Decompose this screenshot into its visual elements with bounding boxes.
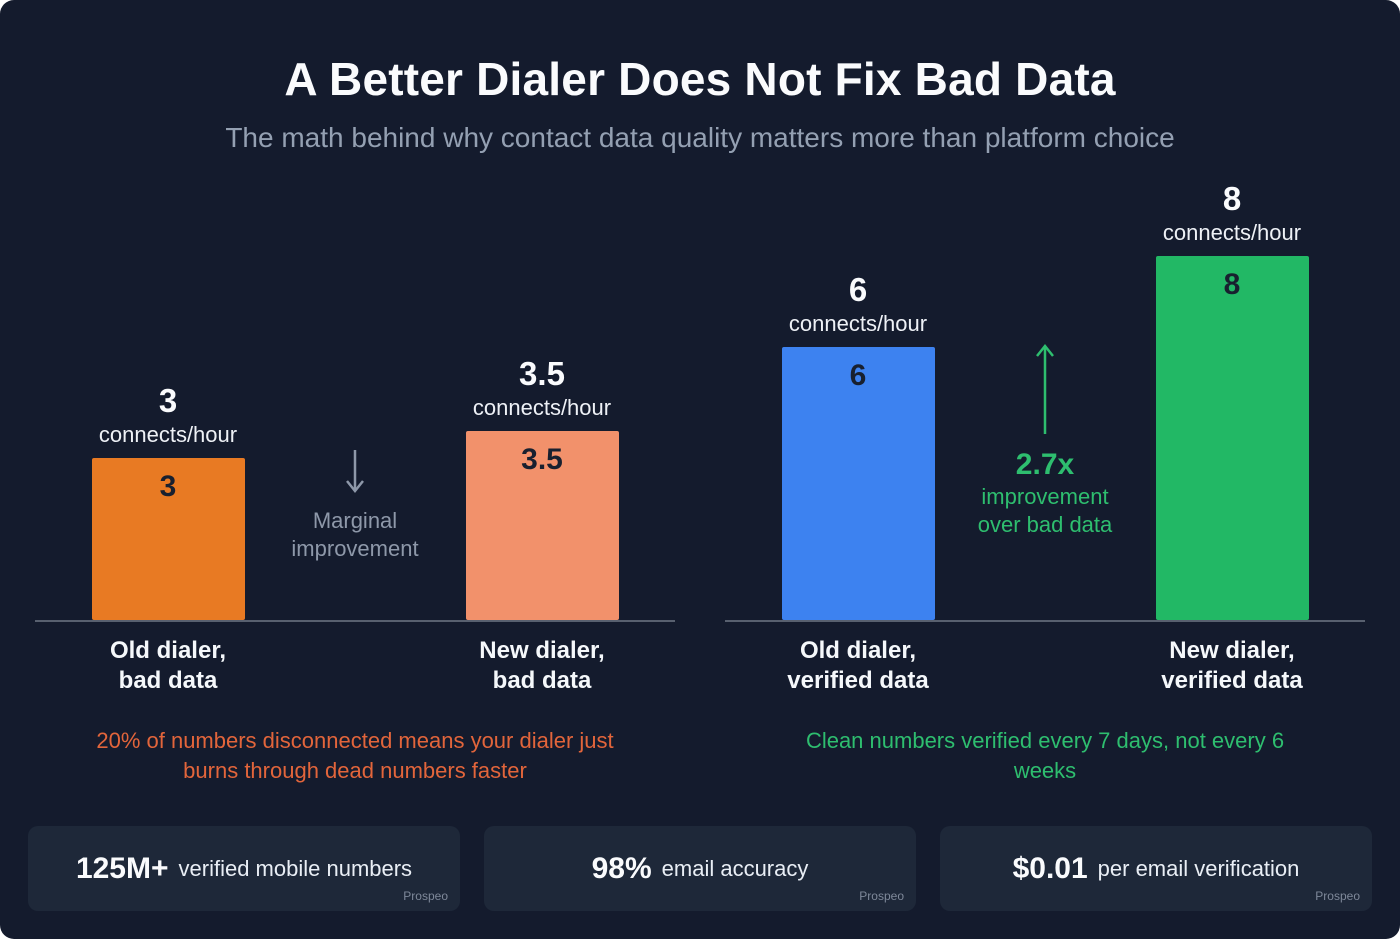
bar-column-old-dialer-verified-data: 6 connects/hour 6 <box>753 271 963 620</box>
category-new-dialer-verified-data: New dialer, verified data <box>1127 636 1337 696</box>
category-new-dialer-bad-data: New dialer, bad data <box>437 636 647 696</box>
bar-unit-label: connects/hour <box>788 311 928 336</box>
stat-label: per email verification <box>1097 855 1300 881</box>
charts-area: 3 connects/hour 3 Marginal improvement <box>0 180 1400 785</box>
category-line-2: verified data <box>787 667 929 694</box>
bar-value-label: 8 <box>1222 180 1242 217</box>
bars-row-bad-data: 3 connects/hour 3 Marginal improvement <box>35 189 675 622</box>
stat-source: Prospeo <box>1315 889 1360 903</box>
category-line-1: Old dialer, <box>799 637 917 664</box>
stat-label: email accuracy <box>661 855 809 881</box>
bar-inner-value: 8 <box>1223 268 1241 301</box>
category-line-2: bad data <box>492 667 592 694</box>
bar-unit-label: connects/hour <box>472 395 612 420</box>
bar-unit-label: connects/hour <box>98 422 238 447</box>
annotation-line-2: over bad data <box>977 512 1113 538</box>
bar-value-label: 6 <box>848 271 868 308</box>
annotation-line-2: improvement <box>291 536 419 562</box>
annotation-line-1: improvement <box>981 483 1109 509</box>
stat-value: 125M+ <box>75 851 169 885</box>
chart-group-bad-data: 3 connects/hour 3 Marginal improvement <box>35 189 675 785</box>
bar-column-new-dialer-verified-data: 8 connects/hour 8 <box>1127 180 1337 620</box>
stat-label: verified mobile numbers <box>178 855 413 881</box>
bar-value-label: 3 <box>158 382 178 419</box>
stat-value: $0.01 <box>1012 851 1088 885</box>
category-labels-verified-data: Old dialer, verified data New dialer, ve… <box>725 636 1365 696</box>
bar-old-dialer-verified-data: 6 <box>781 347 935 620</box>
label-spacer <box>963 636 1127 696</box>
bar-inner-value: 6 <box>849 359 867 392</box>
page-subtitle: The math behind why contact data quality… <box>225 122 1175 153</box>
bar-inner-value: 3.5 <box>521 443 563 476</box>
stat-source: Prospeo <box>403 889 448 903</box>
bad-data-caption: 20% of numbers disconnected means your d… <box>96 728 614 783</box>
bar-inner-value: 3 <box>159 470 177 503</box>
bar-top-labels: 6 connects/hour <box>789 271 927 337</box>
category-old-dialer-verified-data: Old dialer, verified data <box>753 636 963 696</box>
stat-card-verified-mobile-numbers: 125M+ verified mobile numbers Prospeo <box>28 826 460 911</box>
label-spacer <box>273 636 437 696</box>
annotation-improvement-over-bad-data: 2.7x improvement over bad data <box>963 342 1127 620</box>
bar-top-labels: 3 connects/hour <box>99 382 237 448</box>
category-old-dialer-bad-data: Old dialer, bad data <box>63 636 273 696</box>
stat-card-email-accuracy: 98% email accuracy Prospeo <box>484 826 916 911</box>
bar-column-old-dialer-bad-data: 3 connects/hour 3 <box>63 382 273 620</box>
stat-source: Prospeo <box>859 889 904 903</box>
page-title: A Better Dialer Does Not Fix Bad Data <box>284 53 1116 105</box>
category-line-2: verified data <box>1161 667 1303 694</box>
category-labels-bad-data: Old dialer, bad data New dialer, bad dat… <box>35 636 675 696</box>
bar-unit-label: connects/hour <box>1162 220 1302 245</box>
category-line-1: New dialer, <box>1169 637 1295 664</box>
bars-row-verified-data: 6 connects/hour 6 2.7x improvement over … <box>725 180 1365 622</box>
annotation-line-1: Marginal <box>312 507 398 533</box>
header: A Better Dialer Does Not Fix Bad Data Th… <box>0 0 1400 154</box>
category-line-1: New dialer, <box>479 637 605 664</box>
chart-group-verified-data: 6 connects/hour 6 2.7x improvement over … <box>725 180 1365 785</box>
bar-old-dialer-bad-data: 3 <box>91 458 245 620</box>
verified-data-caption: Clean numbers verified every 7 days, not… <box>805 728 1285 783</box>
category-line-2: bad data <box>118 667 218 694</box>
bar-top-labels: 3.5 connects/hour <box>473 355 611 421</box>
stat-card-email-verification-cost: $0.01 per email verification Prospeo <box>940 826 1372 911</box>
bar-value-label: 3.5 <box>519 355 565 392</box>
bar-new-dialer-bad-data: 3.5 <box>465 431 619 620</box>
down-arrow-icon <box>346 449 364 493</box>
stat-value: 98% <box>591 851 652 885</box>
stats-row: 125M+ verified mobile numbers Prospeo 98… <box>28 826 1372 911</box>
bar-column-new-dialer-bad-data: 3.5 connects/hour 3.5 <box>437 355 647 620</box>
annotation-marginal-improvement: Marginal improvement <box>273 447 437 620</box>
bar-new-dialer-verified-data: 8 <box>1155 256 1309 620</box>
category-line-1: Old dialer, <box>109 637 227 664</box>
bar-top-labels: 8 connects/hour <box>1163 180 1301 246</box>
annotation-headline: 2.7x <box>1015 447 1075 481</box>
up-arrow-icon <box>1036 343 1054 434</box>
